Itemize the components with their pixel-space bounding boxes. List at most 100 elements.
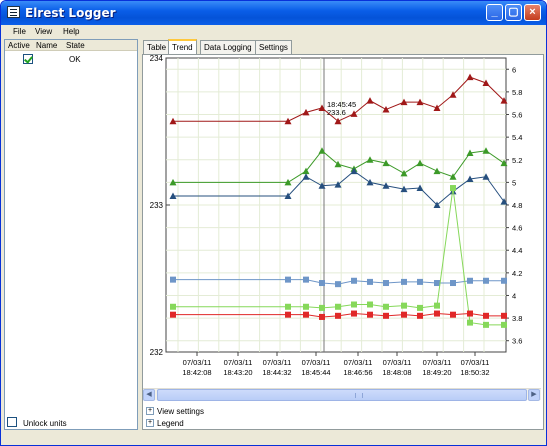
tab-table[interactable]: Table [143, 40, 171, 54]
tab-trend[interactable]: Trend [168, 39, 197, 55]
grip-icon [355, 393, 363, 398]
right-axis-label: 4.6 [512, 224, 522, 233]
cursor-value: 233.6 [327, 108, 346, 117]
series-point-triangle [466, 73, 474, 81]
scroll-right-button[interactable]: ▶ [528, 389, 540, 401]
series-point-square [303, 303, 309, 310]
series-point-square [285, 311, 291, 318]
series-point-square [467, 319, 473, 326]
units-list-header: Active Name State [5, 40, 137, 51]
series-point-triangle [449, 173, 457, 180]
right-axis-label: 6 [512, 65, 516, 74]
right-axis-label: 5 [512, 178, 516, 187]
x-axis-date-label: 07/03/11 [383, 358, 412, 367]
series-point-square [319, 304, 325, 311]
scroll-thumb[interactable] [157, 389, 527, 401]
series-point-square [383, 280, 389, 287]
series-point-square [367, 278, 373, 285]
series-point-triangle [334, 117, 342, 125]
tab-data-logging[interactable]: Data Logging [200, 40, 256, 54]
series-point-triangle [400, 185, 408, 193]
x-axis-date-label: 07/03/11 [423, 358, 452, 367]
close-button[interactable]: × [524, 4, 541, 21]
series-point-triangle [318, 147, 326, 154]
view-settings-expand-icon[interactable]: + [146, 407, 154, 415]
unit-state: OK [69, 55, 81, 64]
menu-help[interactable]: Help [63, 27, 80, 36]
series-point-square [303, 276, 309, 283]
series-point-triangle [366, 178, 374, 186]
x-axis-date-label: 07/03/11 [263, 358, 292, 367]
menu-file[interactable]: File [13, 27, 26, 36]
column-active[interactable]: Active [8, 41, 30, 50]
series-point-square [319, 313, 325, 320]
menu-bar: File View Help [1, 25, 546, 39]
series-point-square [319, 280, 325, 287]
series-point-square [467, 277, 473, 284]
series-point-square [417, 312, 423, 319]
left-axis-label: 234 [150, 54, 164, 63]
unit-active-checkbox[interactable] [23, 54, 33, 64]
series-point-square [335, 303, 341, 310]
series-point-square [483, 312, 489, 319]
scroll-left-button[interactable]: ◀ [143, 389, 155, 401]
series-point-square [303, 311, 309, 318]
right-axis-label: 4.2 [512, 269, 522, 278]
legend-expand-icon[interactable]: + [146, 419, 154, 427]
series-point-square [351, 301, 357, 308]
series-point-square [351, 277, 357, 284]
time-scrollbar[interactable]: ◀ ▶ [143, 388, 541, 401]
series-point-triangle [382, 182, 390, 189]
right-axis-label: 5.6 [512, 111, 522, 120]
maximize-button[interactable]: ▢ [505, 4, 522, 21]
series-point-triangle [334, 181, 342, 188]
x-axis-date-label: 07/03/11 [224, 358, 253, 367]
right-axis-label: 5.4 [512, 133, 522, 142]
series-point-square [483, 321, 489, 328]
x-axis-time-label: 18:50:32 [460, 368, 489, 377]
series-point-triangle [482, 79, 490, 86]
right-axis-label: 5.2 [512, 156, 522, 165]
series-point-triangle [433, 167, 441, 175]
title-bar[interactable]: Elrest Logger _ ▢ × [1, 1, 546, 25]
tab-settings[interactable]: Settings [255, 40, 292, 54]
series-point-triangle [318, 104, 326, 111]
series-point-square [401, 278, 407, 285]
units-list: Active Name State OK [4, 39, 138, 430]
series-point-triangle [302, 173, 310, 180]
right-axis-label: 4.8 [512, 201, 522, 210]
unlock-units-checkbox[interactable] [7, 417, 17, 427]
series-point-triangle [433, 104, 441, 111]
column-state[interactable]: State [66, 41, 85, 50]
x-axis-time-label: 18:48:08 [382, 368, 411, 377]
series-point-square [450, 311, 456, 318]
view-settings-label[interactable]: View settings [157, 407, 204, 416]
series-point-triangle [169, 178, 177, 186]
column-name[interactable]: Name [36, 41, 58, 50]
x-axis-time-label: 18:46:56 [343, 368, 372, 377]
series-point-square [501, 312, 507, 319]
series-point-triangle [334, 160, 342, 168]
minimize-button[interactable]: _ [486, 4, 503, 21]
menu-view[interactable]: View [35, 27, 53, 36]
series-point-triangle [466, 175, 474, 182]
series-point-square [417, 304, 423, 311]
series-point-triangle [382, 159, 390, 167]
x-axis-time-label: 18:42:08 [182, 368, 211, 377]
series-point-triangle [482, 147, 490, 154]
series-point-triangle [500, 198, 508, 205]
right-axis-label: 4 [512, 291, 516, 300]
series-point-square [434, 280, 440, 287]
series-point-triangle [350, 110, 358, 117]
series-point-triangle [284, 178, 292, 186]
legend-label[interactable]: Legend [157, 419, 184, 428]
series-point-square [401, 311, 407, 318]
x-axis-time-label: 18:45:44 [301, 368, 330, 377]
right-axis-label: 5.8 [512, 88, 522, 97]
series-point-square [483, 277, 489, 284]
series-point-square [170, 311, 176, 318]
x-axis-date-label: 07/03/11 [461, 358, 490, 367]
series-point-square [285, 303, 291, 310]
app-window-icon [7, 6, 20, 18]
